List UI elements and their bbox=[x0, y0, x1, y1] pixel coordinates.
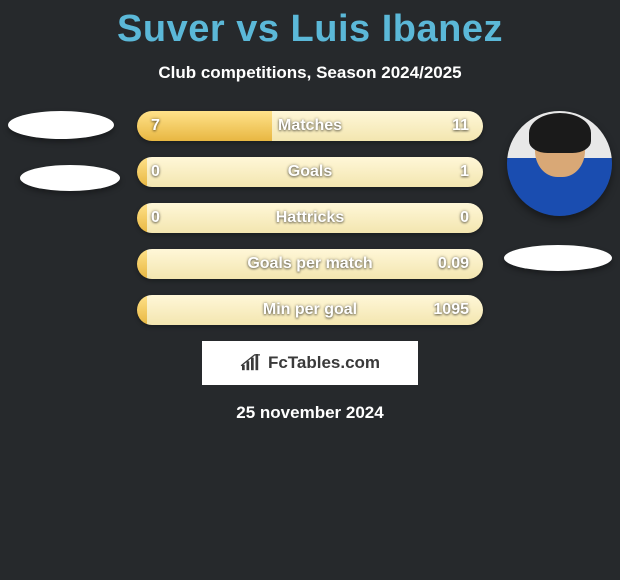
stat-bar-matches: 7 Matches 11 bbox=[137, 111, 483, 141]
bar-right-fill bbox=[147, 157, 483, 187]
bar-right-fill bbox=[147, 295, 483, 325]
chart-bar-icon bbox=[240, 354, 262, 372]
bar-left-fill bbox=[137, 111, 272, 141]
stat-bars: 7 Matches 11 0 Goals 1 0 Hattricks 0 Goa… bbox=[137, 111, 483, 325]
placeholder-ellipse-right-1 bbox=[504, 245, 612, 271]
page-title: Suver vs Luis Ibanez bbox=[0, 0, 620, 51]
stat-bar-hattricks: 0 Hattricks 0 bbox=[137, 203, 483, 233]
bar-right-fill bbox=[272, 111, 483, 141]
bar-left-fill bbox=[137, 203, 147, 233]
comparison-content: 7 Matches 11 0 Goals 1 0 Hattricks 0 Goa… bbox=[0, 111, 620, 423]
bar-left-fill bbox=[137, 157, 147, 187]
page-subtitle: Club competitions, Season 2024/2025 bbox=[0, 63, 620, 83]
bar-left-fill bbox=[137, 249, 147, 279]
avatar-face-icon bbox=[507, 111, 612, 216]
placeholder-ellipse-left-2 bbox=[20, 165, 120, 191]
bar-right-fill bbox=[147, 249, 483, 279]
bar-left-fill bbox=[137, 295, 147, 325]
avatar-player-right bbox=[507, 111, 612, 216]
stat-bar-min-per-goal: Min per goal 1095 bbox=[137, 295, 483, 325]
stat-bar-goals: 0 Goals 1 bbox=[137, 157, 483, 187]
brand-text: FcTables.com bbox=[268, 353, 380, 373]
bar-right-fill bbox=[147, 203, 483, 233]
placeholder-ellipse-left-1 bbox=[8, 111, 114, 139]
date-text: 25 november 2024 bbox=[0, 403, 620, 423]
stat-bar-goals-per-match: Goals per match 0.09 bbox=[137, 249, 483, 279]
brand-box: FcTables.com bbox=[202, 341, 418, 385]
